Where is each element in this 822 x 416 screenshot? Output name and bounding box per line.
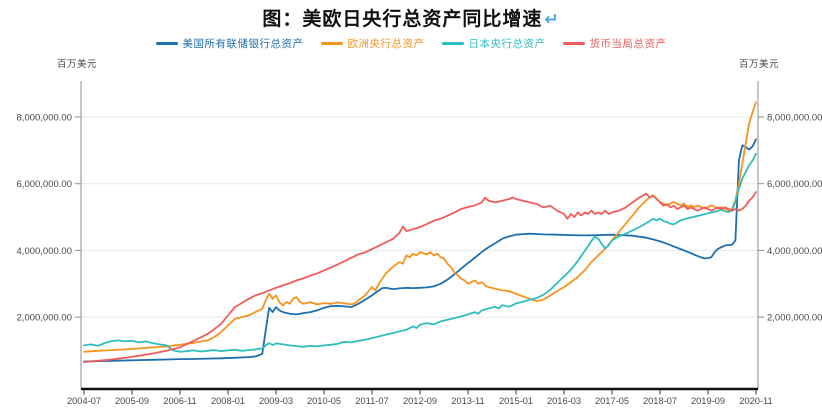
x-axis-tick-label: 2015-01 bbox=[499, 396, 533, 406]
y-axis-tick-label-left: 6,000,000.00 bbox=[17, 179, 72, 190]
series-line-us-fed bbox=[83, 138, 757, 363]
y-axis-tick-label-right: 2,000,000.00 bbox=[767, 313, 822, 324]
return-mark-icon: ↵ bbox=[544, 10, 560, 30]
series-line-ecb bbox=[83, 101, 757, 353]
series-line-monetary-authority bbox=[83, 191, 757, 364]
x-axis-tick-label: 2004-07 bbox=[67, 396, 101, 406]
series-line-boj bbox=[83, 152, 757, 353]
x-axis-tick-label: 2006-11 bbox=[163, 396, 196, 406]
chart-legend: 美国所有联储银行总资产 欧洲央行总资产 日本央行总资产 货币当局总资产 bbox=[0, 36, 822, 51]
x-axis-tick-label: 2008-01 bbox=[211, 396, 245, 406]
legend-swatch-boj bbox=[441, 42, 464, 45]
y-axis-tick-label-left: 2,000,000.00 bbox=[17, 313, 72, 324]
x-axis-tick-label: 2017-05 bbox=[595, 396, 629, 406]
y-axis-tick-label-right: 8,000,000.00 bbox=[767, 112, 822, 123]
y-axis-tick-label-right: 6,000,000.00 bbox=[767, 179, 822, 190]
legend-label-monetary-authority: 货币当局总资产 bbox=[589, 38, 667, 50]
legend-item-boj: 日本央行总资产 bbox=[441, 36, 546, 51]
legend-swatch-monetary-authority bbox=[562, 42, 585, 45]
chart-title: 图：美欧日央行总资产同比增速 ↵ bbox=[0, 4, 822, 31]
legend-item-us-fed: 美国所有联储银行总资产 bbox=[155, 36, 304, 51]
chart-title-text: 图：美欧日央行总资产同比增速 bbox=[262, 9, 543, 30]
x-axis-tick-label: 2016-03 bbox=[547, 396, 581, 406]
legend-item-ecb: 欧洲央行总资产 bbox=[320, 36, 425, 51]
legend-item-monetary-authority: 货币当局总资产 bbox=[562, 36, 667, 51]
x-axis-tick-label: 2018-07 bbox=[643, 396, 677, 406]
legend-label-boj: 日本央行总资产 bbox=[468, 38, 546, 50]
x-axis-tick-label: 2011-07 bbox=[355, 396, 388, 406]
legend-swatch-us-fed bbox=[155, 42, 178, 45]
y-axis-unit-right: 百万美元 bbox=[739, 59, 780, 70]
x-axis-tick-label: 2012-09 bbox=[403, 396, 437, 406]
y-axis-unit-left: 百万美元 bbox=[57, 59, 98, 70]
x-axis-tick-label: 2009-03 bbox=[259, 396, 293, 406]
legend-swatch-ecb bbox=[320, 42, 343, 45]
y-axis-tick-label-left: 4,000,000.00 bbox=[17, 246, 72, 257]
y-axis-tick-label-right: 4,000,000.00 bbox=[767, 246, 822, 257]
x-axis-tick-label: 2005-09 bbox=[115, 396, 149, 406]
x-axis-tick-label: 2013-11 bbox=[451, 396, 484, 406]
x-axis-tick-label: 2010-05 bbox=[307, 396, 341, 406]
y-axis-tick-label-left: 8,000,000.00 bbox=[17, 112, 72, 123]
legend-label-us-fed: 美国所有联储银行总资产 bbox=[182, 38, 304, 50]
x-axis-tick-label: 2019-09 bbox=[691, 396, 725, 406]
legend-label-ecb: 欧洲央行总资产 bbox=[347, 38, 425, 50]
x-axis-tick-label: 2020-11 bbox=[739, 396, 772, 406]
